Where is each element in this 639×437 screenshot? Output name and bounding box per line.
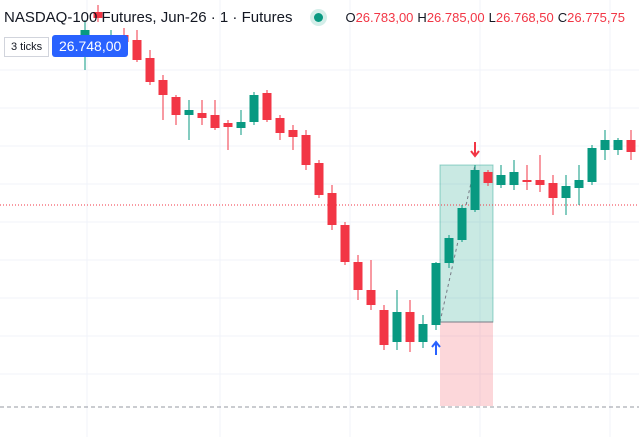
ohlc-key: O (345, 10, 356, 25)
candle-body (314, 163, 324, 195)
candle-body (93, 12, 103, 18)
candle-body (561, 186, 571, 198)
candle-body (392, 312, 402, 342)
ohlc-value: 26.775,75 (567, 10, 625, 25)
candle-body (587, 148, 597, 182)
candle-body (288, 130, 298, 137)
candle-body (600, 140, 610, 150)
status-dot (314, 13, 324, 22)
symbol-title[interactable]: NASDAQ-100 Futures, Jun-26 · 1 · Futures (4, 9, 293, 26)
candle-body (522, 180, 532, 182)
candle-body (236, 122, 246, 128)
ohlc-key: H (417, 10, 427, 25)
sell-arrow (470, 142, 480, 158)
candle-body (262, 93, 272, 120)
candle-body (210, 115, 220, 128)
position-path (439, 164, 476, 323)
candle-body (548, 183, 558, 198)
candle-body (275, 118, 285, 133)
candle-body (626, 140, 636, 152)
candle-body (158, 80, 168, 95)
candle-body (171, 97, 181, 115)
candle-body (249, 95, 259, 122)
candle-body (509, 172, 519, 185)
ohlc-key: C (557, 10, 568, 25)
candle-body (379, 310, 389, 345)
buy-arrow (431, 340, 441, 355)
ohlc-value: 26.768,50 (495, 10, 554, 25)
candle-body (132, 40, 142, 60)
ohlc-value: 26.785,00 (426, 10, 485, 25)
candle-body (444, 238, 454, 263)
ohlc-legend: O26.783,00 H26.785,00 L26.768,50 C26.775,75 (341, 9, 625, 26)
candle-body (574, 180, 584, 188)
candle-body (418, 324, 428, 342)
candle-body (470, 170, 480, 210)
candle-body (405, 312, 415, 342)
measure-label: 3 ticks (4, 37, 50, 57)
candle-body (457, 208, 467, 240)
candle-body (340, 225, 350, 262)
candle-body (145, 58, 155, 82)
candle-body (197, 113, 207, 118)
candle-body (483, 172, 493, 183)
ohlc-key: L (488, 10, 496, 25)
price-label: 26.748,00 (52, 35, 129, 57)
candle-body (301, 135, 311, 165)
candle-body (184, 110, 194, 115)
candle-body (535, 180, 545, 185)
ohlc-value: 26.783,00 (355, 10, 414, 25)
candle-body (613, 140, 623, 150)
candle-body (223, 123, 233, 127)
candle-body (366, 290, 376, 305)
position-stop-zone (440, 322, 493, 406)
header: NASDAQ-100 Futures, Jun-26 · 1 · Futures… (4, 9, 625, 26)
candle-body (327, 193, 337, 225)
candle-body (496, 175, 506, 185)
candle-body (353, 262, 363, 290)
candle-body (431, 263, 441, 325)
